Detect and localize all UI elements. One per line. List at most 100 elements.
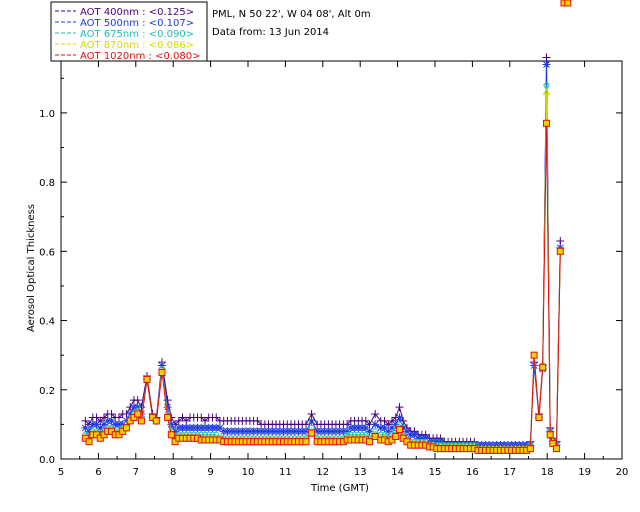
data-point — [107, 416, 116, 425]
data-point — [158, 368, 166, 376]
x-tick-label: 11 — [279, 467, 292, 478]
data-point — [167, 431, 175, 439]
data-point — [546, 431, 554, 439]
x-tick-label: 6 — [95, 467, 101, 478]
y-tick-label: 0.2 — [39, 386, 55, 397]
legend-label: AOT 500nm : <0.107> — [80, 18, 194, 29]
series-line — [84, 85, 561, 450]
data-point — [307, 416, 316, 425]
data-point — [436, 437, 445, 446]
data-point — [542, 119, 550, 127]
data-point — [92, 420, 101, 429]
data-point — [107, 410, 116, 419]
data-point — [371, 420, 380, 429]
data-point — [212, 413, 221, 422]
data-point — [556, 236, 565, 245]
x-tick-label: 8 — [170, 467, 176, 478]
data-point — [539, 363, 547, 371]
data-point — [100, 420, 109, 429]
data-point — [387, 423, 396, 432]
data-point — [361, 423, 370, 432]
y-tick-label: 0.0 — [39, 455, 55, 466]
data-point — [122, 424, 130, 432]
data-point — [118, 420, 127, 429]
data-point — [380, 423, 389, 432]
data-point — [133, 403, 142, 412]
data-point — [96, 423, 105, 432]
data-point — [200, 416, 209, 425]
x-tick-label: 5 — [58, 467, 64, 478]
x-axis: 5 6 7 8 9 10 11 12 13 14 15 16 17 18 19 20 — [58, 61, 629, 478]
data-point — [564, 0, 572, 7]
x-tick-label: 9 — [207, 467, 213, 478]
data-point — [380, 416, 389, 425]
y-axis-label: Aerosol Optical Thickness — [26, 204, 37, 332]
data-point — [395, 403, 404, 412]
data-point — [308, 429, 316, 437]
data-point — [384, 427, 393, 436]
x-tick-label: 18 — [541, 467, 554, 478]
y-tick-label: 1.0 — [39, 109, 55, 120]
data-point — [421, 434, 430, 443]
x-tick-label: 19 — [578, 467, 591, 478]
data-point — [392, 433, 400, 441]
data-point — [395, 426, 403, 434]
data-point — [137, 417, 145, 425]
legend: AOT 400nm : <0.125>AOT 500nm : <0.107>AO… — [50, 1, 208, 62]
data-point — [163, 403, 172, 412]
x-tick-label: 15 — [429, 467, 442, 478]
data-point — [307, 410, 316, 419]
date-label: Data from: 13 Jun 2014 — [212, 27, 329, 38]
data-point — [178, 413, 187, 422]
data-point — [542, 88, 551, 96]
data-point — [197, 413, 206, 422]
data-point — [535, 413, 543, 421]
data-point — [157, 361, 166, 370]
x-axis-label: Time (GMT) — [310, 483, 369, 494]
data-point — [365, 427, 374, 436]
data-point — [301, 420, 310, 429]
data-point — [126, 410, 135, 419]
data-point — [171, 427, 180, 436]
x-tick-label: 14 — [391, 467, 404, 478]
x-tick-label: 7 — [133, 467, 139, 478]
data-point — [410, 430, 419, 439]
data-point — [387, 416, 396, 425]
data-point — [215, 423, 224, 432]
y-tick-label: 0.6 — [39, 247, 55, 258]
data-point — [85, 438, 93, 446]
data-point — [530, 351, 538, 359]
data-point — [553, 445, 561, 453]
x-tick-label: 16 — [466, 467, 479, 478]
data-point — [543, 82, 550, 89]
data-point — [163, 396, 172, 405]
data-point — [395, 413, 404, 422]
legend-label: AOT 870nm : <0.086> — [80, 40, 194, 51]
station-label: PML, N 50 22', W 04 08', Alt 0m — [212, 9, 371, 20]
x-tick-label: 12 — [316, 467, 329, 478]
data-point — [182, 416, 191, 425]
data-point — [371, 433, 379, 441]
data-point — [399, 423, 408, 432]
data-point — [167, 420, 176, 429]
legend-box — [50, 1, 208, 62]
legend-label: AOT 675nm : <0.090> — [80, 29, 194, 40]
legend-label: AOT 1020nm : <0.080> — [80, 51, 200, 62]
x-tick-label: 10 — [242, 467, 255, 478]
y-axis: 0.0 0.2 0.4 0.6 0.8 1.0 — [39, 77, 622, 466]
data-point — [343, 427, 352, 436]
series-layer — [81, 0, 572, 454]
data-point — [81, 416, 90, 425]
data-point — [164, 413, 172, 421]
x-tick-label: 13 — [354, 467, 367, 478]
x-tick-label: 20 — [616, 467, 629, 478]
data-point — [96, 416, 105, 425]
data-point — [302, 438, 310, 446]
data-point — [253, 416, 262, 425]
x-tick-label: 17 — [503, 467, 516, 478]
data-point — [152, 417, 160, 425]
y-tick-label: 0.8 — [39, 178, 55, 189]
data-point — [114, 413, 123, 422]
data-point — [391, 420, 400, 429]
